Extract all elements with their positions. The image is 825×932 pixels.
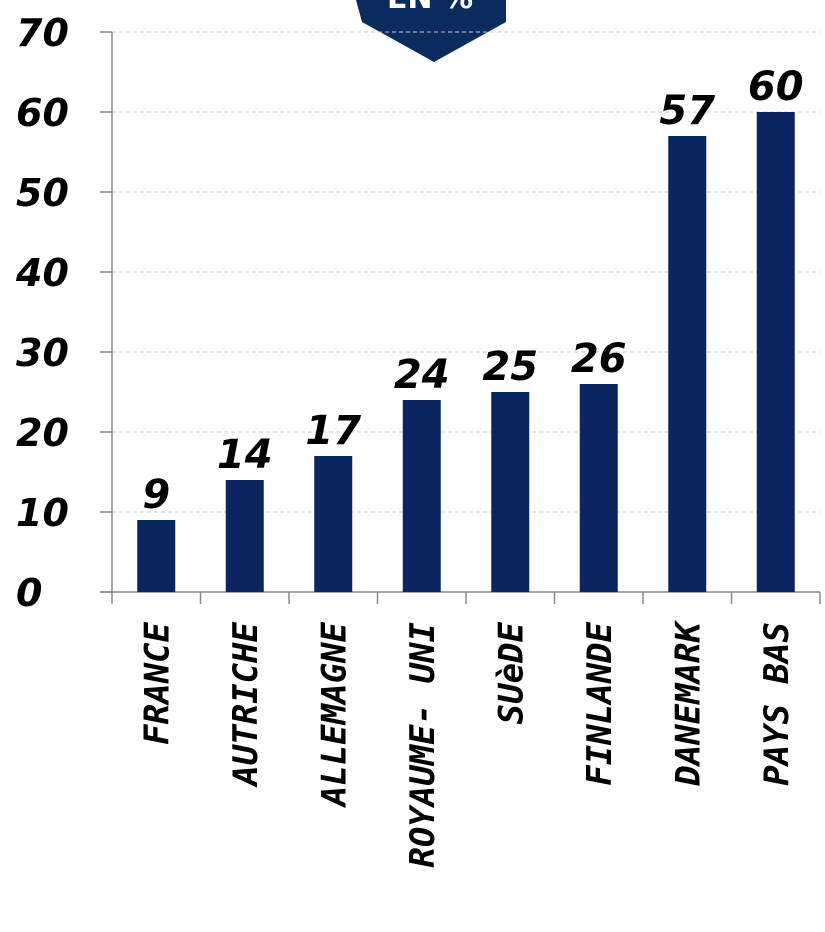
- y-tick-label: 60: [16, 91, 69, 135]
- data-label: 14: [217, 432, 273, 478]
- y-axis-ticks: 0 10 20 30 40 50 60 70: [15, 11, 112, 615]
- bar: [668, 136, 707, 592]
- banner-text: EN %: [387, 0, 473, 16]
- data-label: 57: [659, 88, 715, 134]
- x-category-label: FRANCE: [137, 621, 177, 744]
- x-category-label: ALLEMAGNE: [314, 621, 354, 808]
- x-category-label: DANEMARK: [668, 619, 708, 786]
- y-tick-label: 10: [16, 491, 69, 535]
- y-tick-label: 0: [16, 571, 42, 615]
- x-category-label: SUèDE: [491, 621, 531, 724]
- data-labels: 9 14 17 24 25 26 57 60: [142, 64, 803, 518]
- x-axis-categories: FRANCE AUTRICHE ALLEMAGNE ROYAUME- UNI SUèDE…: [137, 619, 797, 867]
- y-tick-label: 20: [16, 411, 69, 455]
- y-tick-label: 50: [16, 171, 69, 215]
- data-label: 9: [142, 472, 170, 518]
- banner-arrow: EN %: [356, 0, 506, 62]
- data-label: 26: [571, 336, 627, 382]
- data-label: 17: [305, 408, 361, 454]
- x-category-label: ROYAUME- UNI: [403, 621, 443, 867]
- bar: [402, 400, 441, 592]
- bar: [579, 384, 618, 592]
- x-category-label: PAYS BAS: [757, 622, 797, 786]
- bar: [314, 456, 353, 592]
- bar: [491, 392, 530, 592]
- axes: [100, 32, 821, 604]
- y-tick-label: 70: [16, 11, 69, 55]
- banner-arrow-shape: [356, 0, 506, 62]
- data-label: 24: [394, 352, 450, 398]
- x-category-label: FINLANDE: [580, 621, 620, 785]
- y-tick-label: 30: [16, 331, 69, 375]
- bars: [137, 112, 795, 592]
- data-label: 25: [482, 344, 538, 390]
- bar: [225, 480, 264, 592]
- bar: [137, 520, 176, 592]
- bar: [756, 112, 795, 592]
- y-tick-label: 40: [15, 251, 69, 295]
- x-category-label: AUTRICHE: [226, 621, 266, 787]
- data-label: 60: [748, 64, 804, 110]
